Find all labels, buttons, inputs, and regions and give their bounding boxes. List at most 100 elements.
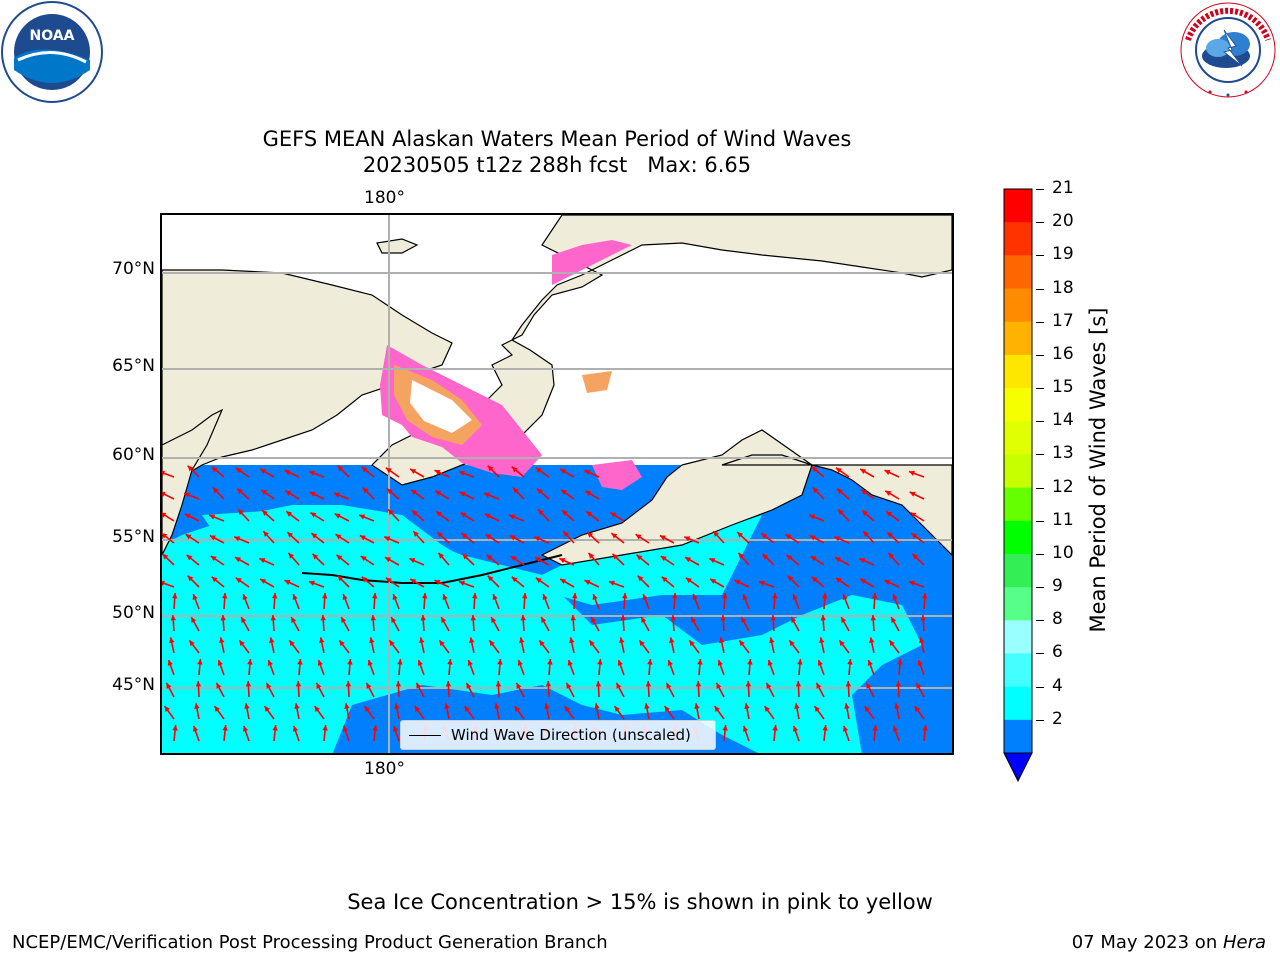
noaa-logo: NOAA	[0, 0, 104, 104]
wind-wave-arrowhead	[366, 682, 372, 689]
wind-wave-arrowhead	[288, 552, 295, 559]
wind-wave-arrowhead	[644, 703, 650, 710]
wind-wave-arrowhead	[914, 706, 920, 712]
colorbar-bin	[1004, 587, 1032, 621]
wind-wave-arrowhead	[220, 615, 226, 621]
colorbar-tick-label: 6	[1052, 642, 1063, 663]
wind-wave-arrows	[162, 465, 928, 742]
wind-wave-arrowhead	[535, 557, 542, 563]
wind-wave-arrowhead	[522, 593, 528, 599]
colorbar-tick-label: 19	[1052, 244, 1074, 265]
legend-label: Wind Wave Direction (unscaled)	[451, 726, 691, 744]
colorbar-bin	[1004, 354, 1032, 389]
wind-wave-arrowhead	[541, 617, 547, 624]
wind-wave-arrowhead	[709, 558, 716, 564]
wind-wave-arrowhead	[469, 637, 475, 644]
wind-wave-arrowhead	[563, 531, 569, 537]
wind-wave-arrowhead	[467, 659, 473, 666]
wind-wave-arrowhead	[511, 576, 518, 583]
wind-wave-arrowhead	[419, 637, 425, 644]
wind-wave-arrowhead	[694, 703, 700, 710]
wind-wave-arrowhead	[772, 725, 778, 731]
colorbar-tick-mark	[1036, 719, 1044, 721]
map-panel	[160, 213, 954, 755]
wind-wave-arrowhead	[385, 577, 392, 584]
colorbar-bin	[1004, 222, 1032, 256]
land-yukon-coast	[721, 454, 952, 556]
wind-wave-arrowhead	[747, 659, 753, 665]
wind-wave-arrowhead	[841, 617, 847, 624]
wind-wave-arrowhead	[166, 682, 172, 689]
colorbar-bin	[1004, 388, 1032, 422]
wind-wave-arrowhead	[792, 725, 799, 732]
wind-wave-arrowhead	[860, 469, 867, 475]
wind-wave-arrowhead	[769, 637, 775, 644]
wind-wave-arrowhead	[241, 617, 247, 624]
wind-wave-arrowhead	[535, 577, 542, 584]
wind-wave-arrowhead	[887, 532, 894, 538]
wind-wave-arrowhead	[872, 725, 878, 731]
wind-wave-arrowhead	[235, 467, 242, 474]
wind-wave-arrowhead	[619, 637, 625, 644]
wind-wave-arrowhead	[162, 491, 166, 497]
wind-wave-arrowhead	[187, 575, 194, 582]
colorbar-tick-mark	[1036, 321, 1044, 323]
footer-date: 07 May 2023 on Hera	[1072, 932, 1266, 953]
colorbar-tick-mark	[1036, 354, 1044, 356]
wind-wave-arrowhead	[361, 576, 368, 583]
wind-wave-arrow	[162, 471, 175, 478]
wind-wave-arrowhead	[484, 492, 491, 498]
colorbar-tick-label: 15	[1052, 377, 1074, 398]
title-line-2: 20230505 t12z 288h fcst Max: 6.65	[362, 153, 752, 177]
colorbar-tick-mark	[1036, 520, 1044, 522]
wind-wave-arrowhead	[589, 640, 595, 647]
wind-wave-arrowhead	[266, 682, 272, 689]
wind-wave-arrowhead	[585, 490, 592, 496]
colorbar-tick-label: 13	[1052, 443, 1074, 464]
wind-wave-arrowhead	[842, 594, 848, 601]
wind-wave-arrowhead	[245, 681, 252, 687]
wind-wave-arrowhead	[670, 615, 676, 621]
wind-wave-arrowhead	[384, 536, 391, 542]
colorbar-tick-mark	[1036, 222, 1044, 224]
wind-wave-arrowhead	[311, 533, 318, 539]
wind-wave-arrowhead	[767, 659, 773, 666]
wind-wave-arrowhead	[434, 580, 441, 585]
wind-wave-arrowhead	[509, 535, 516, 541]
wind-wave-arrowhead	[685, 577, 692, 584]
sea-ice-note: Sea Ice Concentration > 15% is shown in …	[347, 890, 933, 914]
wind-wave-arrowhead	[897, 659, 903, 665]
wind-wave-arrowhead	[717, 659, 723, 666]
wind-wave-arrowhead	[244, 703, 250, 710]
colorbar-under-triangle	[1003, 752, 1033, 783]
wind-wave-arrowhead	[260, 579, 267, 585]
wind-wave-arrowhead	[762, 553, 769, 560]
wind-wave-arrowhead	[812, 487, 819, 494]
colorbar-tick-label: 18	[1052, 277, 1074, 298]
lat-label-50: 50°N	[112, 603, 155, 623]
wind-wave-arrowhead	[172, 725, 178, 731]
wind-wave-arrowhead	[260, 469, 267, 475]
wind-wave-arrowhead	[811, 576, 818, 583]
wind-wave-arrowhead	[919, 637, 925, 644]
wind-wave-arrowhead	[608, 580, 615, 586]
wind-wave-arrowhead	[560, 579, 567, 585]
wind-wave-arrowhead	[617, 659, 623, 666]
wind-wave-arrowhead	[719, 637, 725, 644]
wind-wave-arrowhead	[319, 637, 325, 644]
wind-wave-arrowhead	[664, 706, 670, 712]
wind-wave-arrowhead	[372, 593, 378, 599]
wind-wave-arrowhead	[534, 536, 541, 542]
wind-wave-arrowhead	[591, 617, 597, 624]
colorbar-bin	[1004, 321, 1032, 356]
wind-wave-arrowhead	[645, 681, 652, 687]
wind-wave-arrowhead	[194, 703, 200, 710]
wind-wave-arrowhead	[308, 470, 315, 476]
wind-wave-arrowhead	[817, 659, 823, 666]
wind-wave-arrowhead	[335, 534, 342, 540]
wind-wave-arrowhead	[369, 637, 375, 644]
wind-wave-arrowhead	[236, 488, 243, 495]
wind-wave-arrowhead	[766, 682, 772, 689]
chart-title: GEFS MEAN Alaskan Waters Mean Period of …	[160, 126, 954, 178]
wind-wave-arrowhead	[272, 593, 278, 599]
